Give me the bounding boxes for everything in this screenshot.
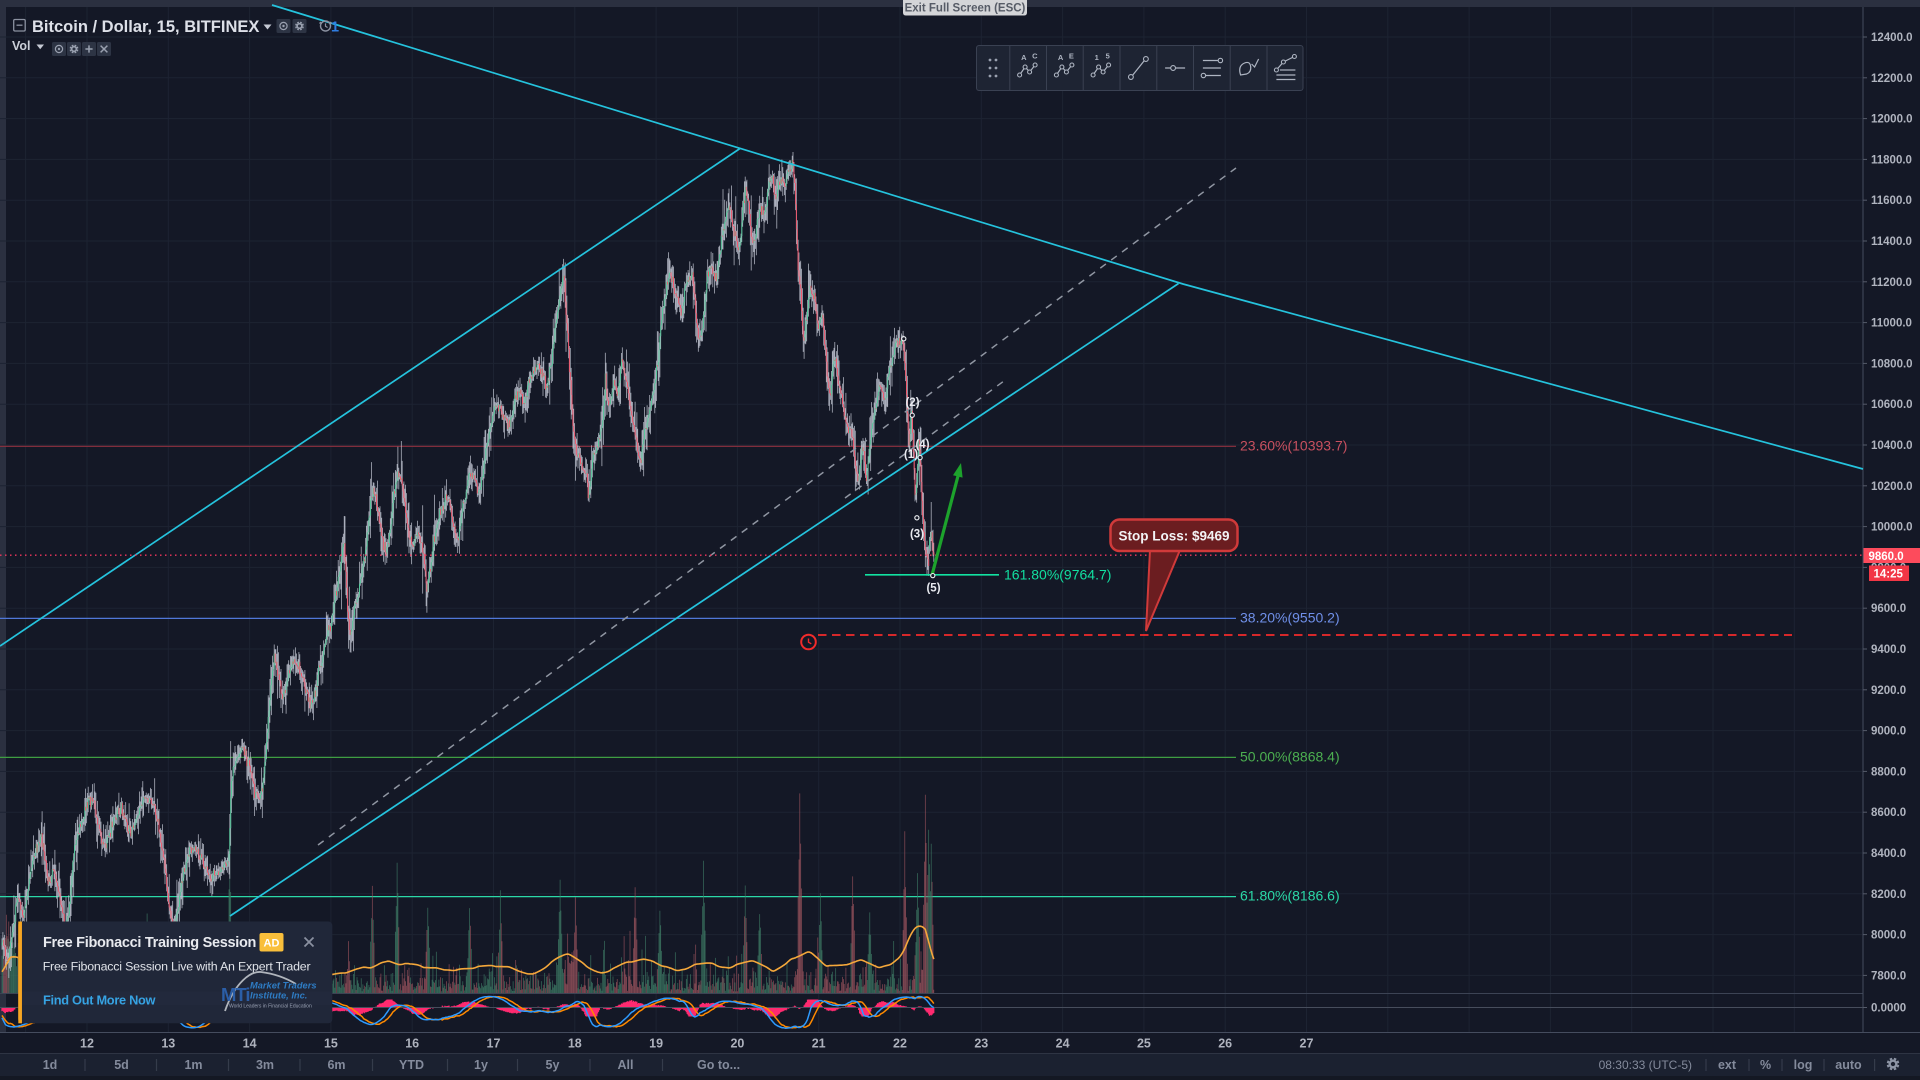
svg-text:8200.0: 8200.0	[1871, 889, 1906, 901]
svg-text:(1): (1)	[904, 449, 918, 461]
svg-text:23.60%(10393.7): 23.60%(10393.7)	[1240, 438, 1347, 454]
svg-text:10200.0: 10200.0	[1871, 481, 1913, 493]
svg-text:8600.0: 8600.0	[1871, 807, 1906, 819]
svg-text:12000.0: 12000.0	[1871, 114, 1913, 126]
svg-text:YTD: YTD	[399, 1058, 424, 1072]
svg-text:(2): (2)	[905, 397, 919, 409]
svg-text:24: 24	[1056, 1037, 1070, 1051]
svg-text:Bitcoin / Dollar, 15, BITFINEX: Bitcoin / Dollar, 15, BITFINEX	[32, 18, 259, 36]
svg-text:21: 21	[812, 1037, 826, 1051]
svg-text:1d: 1d	[43, 1058, 58, 1072]
svg-text:3m: 3m	[256, 1058, 274, 1072]
svg-text:Exit Full Screen (ESC): Exit Full Screen (ESC)	[905, 3, 1026, 15]
svg-text:0.0000: 0.0000	[1871, 1003, 1906, 1015]
svg-text:A: A	[1021, 53, 1027, 62]
svg-text:50.00%(8868.4): 50.00%(8868.4)	[1240, 749, 1340, 765]
svg-text:Vol: Vol	[12, 39, 31, 53]
svg-text:61.80%(8186.6): 61.80%(8186.6)	[1240, 888, 1340, 904]
svg-text:Market Traders: Market Traders	[250, 981, 317, 991]
svg-text:38.20%(9550.2): 38.20%(9550.2)	[1240, 610, 1340, 626]
svg-text:8400.0: 8400.0	[1871, 848, 1906, 860]
svg-text:11400.0: 11400.0	[1871, 236, 1912, 248]
svg-text:%: %	[1760, 1058, 1771, 1072]
svg-text:A: A	[1058, 53, 1064, 62]
svg-text:(3): (3)	[910, 529, 924, 541]
svg-text:25: 25	[1137, 1037, 1151, 1051]
svg-text:auto: auto	[1835, 1058, 1862, 1072]
svg-text:1m: 1m	[184, 1058, 202, 1072]
svg-text:14: 14	[243, 1037, 257, 1051]
svg-text:10400.0: 10400.0	[1871, 440, 1913, 452]
svg-text:161.80%(9764.7): 161.80%(9764.7)	[1004, 567, 1111, 583]
svg-text:(5): (5)	[926, 583, 940, 595]
svg-text:MTi: MTi	[221, 984, 250, 1005]
svg-text:World Leaders in Financial Edu: World Leaders in Financial Education	[229, 1004, 312, 1010]
svg-text:Free Fibonacci Session Live wi: Free Fibonacci Session Live with An Expe…	[43, 960, 311, 974]
svg-text:11000.0: 11000.0	[1871, 318, 1912, 330]
svg-text:10600.0: 10600.0	[1871, 399, 1913, 411]
svg-text:E: E	[1069, 52, 1074, 61]
svg-text:11600.0: 11600.0	[1871, 195, 1912, 207]
svg-text:5d: 5d	[114, 1058, 129, 1072]
svg-text:All: All	[618, 1058, 634, 1072]
svg-text:log: log	[1794, 1058, 1813, 1072]
svg-text:27: 27	[1300, 1037, 1314, 1051]
svg-text:9860.0: 9860.0	[1869, 551, 1904, 563]
svg-text:9000.0: 9000.0	[1871, 726, 1906, 738]
svg-text:1: 1	[331, 20, 339, 36]
svg-text:Find Out More Now: Find Out More Now	[43, 993, 156, 1008]
svg-text:15: 15	[324, 1037, 338, 1051]
svg-text:12: 12	[80, 1037, 94, 1051]
svg-text:26: 26	[1218, 1037, 1232, 1051]
svg-text:22: 22	[893, 1037, 907, 1051]
svg-text:Institute, Inc.: Institute, Inc.	[250, 991, 307, 1001]
svg-text:18: 18	[568, 1037, 582, 1051]
svg-text:5: 5	[1106, 52, 1110, 61]
svg-text:Stop Loss: $9469: Stop Loss: $9469	[1118, 529, 1229, 544]
svg-text:19: 19	[649, 1037, 663, 1051]
svg-text:14:25: 14:25	[1874, 569, 1904, 581]
svg-text:8800.0: 8800.0	[1871, 766, 1906, 778]
svg-text:10000.0: 10000.0	[1871, 522, 1913, 534]
svg-text:12400.0: 12400.0	[1871, 32, 1913, 44]
svg-text:9400.0: 9400.0	[1871, 644, 1906, 656]
svg-text:8000.0: 8000.0	[1871, 930, 1906, 942]
svg-text:23: 23	[974, 1037, 988, 1051]
svg-text:7800.0: 7800.0	[1871, 970, 1906, 982]
svg-text:9200.0: 9200.0	[1871, 685, 1906, 697]
svg-text:Go to...: Go to...	[697, 1058, 740, 1072]
svg-text:16: 16	[405, 1037, 419, 1051]
svg-text:9600.0: 9600.0	[1871, 603, 1906, 615]
svg-text:1y: 1y	[474, 1058, 488, 1072]
svg-text:1: 1	[1095, 53, 1099, 62]
svg-text:10800.0: 10800.0	[1871, 358, 1913, 370]
svg-text:AD: AD	[264, 938, 280, 950]
svg-text:(4): (4)	[915, 439, 929, 451]
svg-text:ext: ext	[1718, 1058, 1737, 1072]
svg-text:5y: 5y	[546, 1058, 560, 1072]
svg-text:C: C	[1032, 52, 1038, 61]
svg-text:08:30:33 (UTC-5): 08:30:33 (UTC-5)	[1599, 1058, 1692, 1072]
svg-text:20: 20	[730, 1037, 744, 1051]
svg-text:11200.0: 11200.0	[1871, 277, 1912, 289]
svg-text:11800.0: 11800.0	[1871, 154, 1912, 166]
svg-text:6m: 6m	[327, 1058, 345, 1072]
svg-text:13: 13	[161, 1037, 175, 1051]
svg-text:17: 17	[487, 1037, 501, 1051]
svg-text:12200.0: 12200.0	[1871, 73, 1913, 85]
svg-text:Free Fibonacci Training Sessio: Free Fibonacci Training Session	[43, 935, 256, 951]
